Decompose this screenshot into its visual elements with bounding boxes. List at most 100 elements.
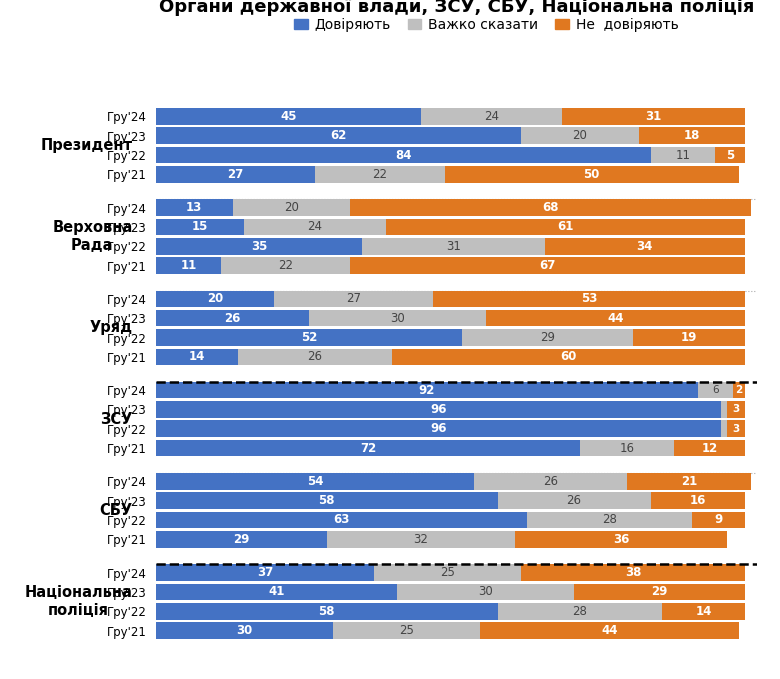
Bar <box>692 512 745 528</box>
Text: 63: 63 <box>333 513 349 526</box>
Text: 3: 3 <box>732 405 739 414</box>
Text: 96: 96 <box>431 403 447 416</box>
Text: 38: 38 <box>625 566 641 579</box>
Text: 24: 24 <box>307 221 322 234</box>
Text: 27: 27 <box>346 292 361 306</box>
Bar <box>156 166 315 183</box>
Bar <box>156 108 421 125</box>
Bar <box>156 622 332 639</box>
Bar <box>651 147 715 164</box>
Text: 24: 24 <box>484 110 499 123</box>
Text: 30: 30 <box>236 624 253 637</box>
Text: 11: 11 <box>180 259 197 272</box>
Text: 26: 26 <box>566 494 582 507</box>
Bar <box>156 147 651 164</box>
Text: СБУ: СБУ <box>99 503 133 518</box>
Text: 19: 19 <box>681 331 697 344</box>
Text: 9: 9 <box>714 513 722 526</box>
Text: 44: 44 <box>601 624 618 637</box>
Text: 37: 37 <box>257 566 273 579</box>
Bar <box>627 473 750 490</box>
Bar <box>392 348 745 365</box>
Bar <box>474 473 627 490</box>
Bar <box>156 128 521 144</box>
Text: 29: 29 <box>540 331 555 344</box>
Text: 28: 28 <box>573 605 587 618</box>
Text: 50: 50 <box>583 168 600 181</box>
Bar <box>715 147 745 164</box>
Text: 21: 21 <box>681 475 697 488</box>
Text: 35: 35 <box>251 240 268 253</box>
Bar <box>156 473 474 490</box>
Bar <box>398 583 574 600</box>
Bar <box>350 257 745 274</box>
Text: 5: 5 <box>726 149 734 162</box>
Text: 41: 41 <box>268 585 285 598</box>
Text: 26: 26 <box>543 475 558 488</box>
Text: 20: 20 <box>284 201 299 214</box>
Text: 28: 28 <box>602 513 617 526</box>
Text: Уряд: Уряд <box>90 320 133 335</box>
Bar <box>521 564 745 581</box>
Bar <box>480 622 739 639</box>
Legend: Довіряють, Важко сказати, Не  довіряють: Довіряють, Важко сказати, Не довіряють <box>289 12 684 37</box>
Text: 60: 60 <box>560 350 576 363</box>
Bar <box>239 348 392 365</box>
Bar <box>374 564 521 581</box>
Text: 26: 26 <box>307 350 322 363</box>
Bar <box>727 401 745 418</box>
Text: 61: 61 <box>557 221 573 234</box>
Text: 14: 14 <box>189 350 205 363</box>
Text: 29: 29 <box>651 585 668 598</box>
Bar <box>156 382 698 399</box>
Text: 18: 18 <box>683 129 700 142</box>
Bar <box>722 420 727 437</box>
Bar <box>156 420 722 437</box>
Bar <box>651 492 745 509</box>
Text: 22: 22 <box>372 168 387 181</box>
Bar <box>156 583 398 600</box>
Bar <box>156 531 327 548</box>
Text: 3: 3 <box>732 424 739 434</box>
Bar <box>445 166 739 183</box>
Bar <box>156 291 274 307</box>
Bar <box>327 531 515 548</box>
Text: 2: 2 <box>736 385 743 395</box>
Text: 67: 67 <box>540 259 556 272</box>
Text: 16: 16 <box>619 441 635 455</box>
Bar <box>156 257 221 274</box>
Text: ЗСУ: ЗСУ <box>100 411 133 426</box>
Text: 96: 96 <box>431 422 447 435</box>
Bar <box>722 401 727 418</box>
Title: Органи державної влади, ЗСУ, СБУ, Національна поліція: Органи державної влади, ЗСУ, СБУ, Націон… <box>158 0 754 16</box>
Bar <box>498 492 651 509</box>
Bar <box>463 329 633 346</box>
Text: 6: 6 <box>712 385 718 395</box>
Bar <box>515 531 727 548</box>
Bar <box>498 603 662 619</box>
Bar <box>362 238 544 255</box>
Bar <box>662 603 745 619</box>
Bar <box>433 291 745 307</box>
Text: 30: 30 <box>390 312 405 325</box>
Text: 31: 31 <box>645 110 661 123</box>
Text: 29: 29 <box>233 533 250 546</box>
Text: 14: 14 <box>696 605 712 618</box>
Text: 22: 22 <box>278 259 293 272</box>
Bar <box>156 199 232 216</box>
Text: 20: 20 <box>207 292 223 306</box>
Bar <box>244 219 385 235</box>
Text: Національна
поліція: Національна поліція <box>25 585 133 618</box>
Text: 15: 15 <box>192 221 208 234</box>
Bar <box>486 310 745 327</box>
Bar <box>562 108 745 125</box>
Text: 34: 34 <box>636 240 653 253</box>
Text: 27: 27 <box>227 168 243 181</box>
Text: 54: 54 <box>307 475 323 488</box>
Bar <box>385 219 745 235</box>
Bar <box>332 622 480 639</box>
Bar <box>350 199 750 216</box>
Text: 84: 84 <box>395 149 412 162</box>
Text: 53: 53 <box>580 292 597 306</box>
Bar <box>156 329 463 346</box>
